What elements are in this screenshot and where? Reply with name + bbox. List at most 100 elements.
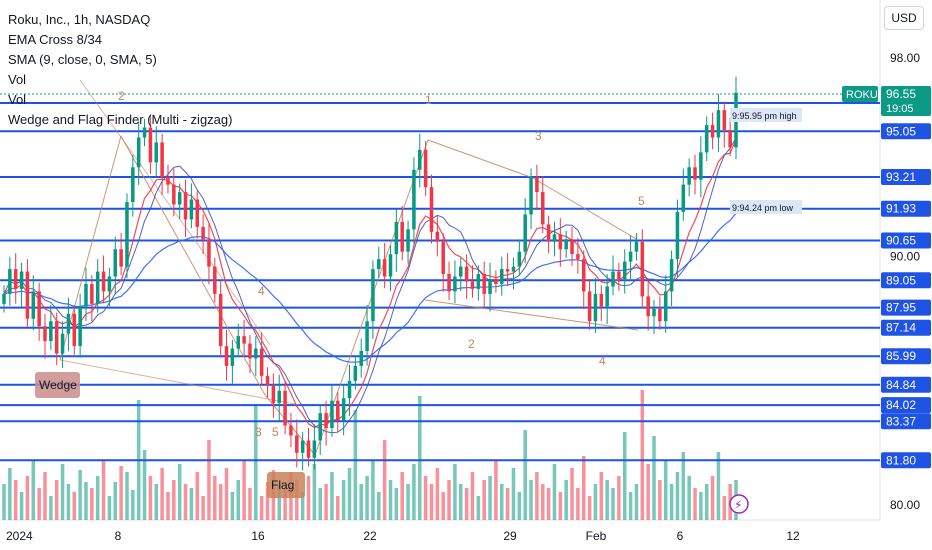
volume-bar bbox=[201, 496, 205, 520]
candle-body bbox=[447, 274, 451, 292]
candle-body bbox=[230, 348, 235, 366]
candle-body bbox=[242, 336, 246, 344]
volume-bar bbox=[523, 430, 527, 520]
candle-body bbox=[113, 249, 118, 277]
volume-bar bbox=[517, 492, 522, 520]
level-label-bg bbox=[881, 376, 931, 393]
indicator-wedge-flag[interactable]: Wedge and Flag Finder (Multi - zigzag) bbox=[8, 112, 233, 127]
candle-body bbox=[183, 192, 188, 220]
countdown: 19:05 bbox=[886, 103, 914, 115]
volume-bar bbox=[640, 390, 645, 520]
y-tick-label: 90.00 bbox=[890, 250, 920, 264]
volume-bar bbox=[295, 480, 299, 520]
current-price: 96.55 bbox=[886, 87, 916, 101]
volume-bar bbox=[605, 480, 609, 520]
volume-bar bbox=[470, 472, 475, 520]
candle-body bbox=[72, 313, 77, 347]
candle-body bbox=[500, 269, 504, 284]
zigzag-number: 1 bbox=[425, 93, 432, 107]
candle-body bbox=[658, 308, 662, 322]
candle-body bbox=[259, 348, 264, 376]
volume-bar bbox=[78, 470, 82, 520]
volume-bar bbox=[300, 492, 305, 520]
indicator-ema[interactable]: EMA Cross 8/34 bbox=[8, 32, 102, 47]
candle-body bbox=[131, 167, 135, 203]
candle-body bbox=[517, 251, 522, 267]
candle-body bbox=[90, 283, 94, 304]
candle-body bbox=[453, 276, 457, 292]
candle-body bbox=[324, 413, 328, 429]
zigzag-number: 2 bbox=[118, 89, 125, 103]
candle-body bbox=[728, 130, 732, 148]
candle-body bbox=[265, 375, 270, 386]
volume-bar bbox=[441, 492, 445, 520]
volume-bar bbox=[218, 484, 223, 520]
current-price-bg bbox=[881, 86, 931, 117]
level-label: 89.05 bbox=[886, 273, 916, 287]
zigzag-number: 2 bbox=[468, 337, 475, 351]
currency-button[interactable]: USD bbox=[884, 6, 924, 30]
volume-bar bbox=[617, 476, 621, 520]
volume-bar bbox=[54, 480, 59, 520]
candle-body bbox=[107, 276, 112, 292]
candle-body bbox=[693, 167, 697, 180]
volume-bar bbox=[230, 492, 235, 520]
volume-bar bbox=[95, 476, 100, 520]
candle-body bbox=[160, 142, 164, 178]
candle-body bbox=[218, 293, 223, 347]
candle-body bbox=[359, 351, 363, 366]
volume-bar bbox=[371, 460, 375, 520]
zigzag-segment bbox=[427, 139, 534, 179]
volume-bar bbox=[675, 472, 680, 520]
level-label-bg bbox=[881, 413, 931, 430]
candle-body bbox=[400, 221, 404, 252]
indicator-vol-2[interactable]: Vol bbox=[8, 92, 27, 107]
candle-body bbox=[283, 390, 287, 426]
symbol-title[interactable]: Roku, Inc., 1h, NASDAQ bbox=[8, 12, 151, 27]
zigzag-number: 3 bbox=[255, 425, 262, 439]
level-label: 93.21 bbox=[886, 170, 916, 184]
candle-body bbox=[599, 293, 604, 307]
indicator-sma[interactable]: SMA (9, close, 0, SMA, 5) bbox=[8, 52, 157, 67]
volume-bar bbox=[377, 492, 381, 520]
volume-bar bbox=[207, 440, 211, 520]
volume-bar bbox=[646, 464, 650, 520]
symbol-tag-bg bbox=[842, 86, 878, 103]
volume-bar bbox=[107, 496, 112, 520]
candle-body bbox=[95, 271, 100, 304]
candle-body bbox=[201, 226, 205, 240]
x-tick-label: 8 bbox=[115, 529, 122, 543]
candle-body bbox=[271, 385, 276, 404]
level-label: 95.05 bbox=[886, 124, 916, 138]
volume-bar bbox=[459, 484, 463, 520]
candle-body bbox=[136, 137, 141, 168]
volume-bar bbox=[634, 484, 639, 520]
volume-bar bbox=[90, 488, 94, 520]
level-label-bg bbox=[881, 200, 931, 217]
candle-body bbox=[295, 435, 299, 453]
volume-bar bbox=[447, 480, 451, 520]
candle-body bbox=[2, 293, 6, 304]
candle-body bbox=[605, 286, 609, 307]
candle-body bbox=[388, 254, 393, 277]
volume-bar bbox=[552, 464, 557, 520]
volume-bar bbox=[365, 476, 369, 520]
volume-bar bbox=[84, 482, 88, 520]
candle-body bbox=[628, 251, 633, 262]
volume-bar bbox=[482, 480, 486, 520]
candle-body bbox=[716, 110, 721, 138]
candle-body bbox=[470, 281, 475, 289]
volume-bar bbox=[154, 484, 159, 520]
indicator-vol-1[interactable]: Vol bbox=[8, 72, 27, 87]
volume-bar bbox=[658, 480, 662, 520]
x-axis: 2024 8 16 22 29 Feb 6 12 bbox=[6, 529, 800, 543]
candle-body bbox=[634, 241, 639, 252]
x-tick-label: 12 bbox=[786, 529, 800, 543]
candle-body bbox=[119, 249, 123, 267]
volume-bar bbox=[400, 472, 404, 520]
candle-body bbox=[300, 440, 305, 453]
volume-bar bbox=[587, 496, 592, 520]
volume-bar bbox=[31, 460, 36, 520]
volume-bar bbox=[213, 476, 217, 520]
